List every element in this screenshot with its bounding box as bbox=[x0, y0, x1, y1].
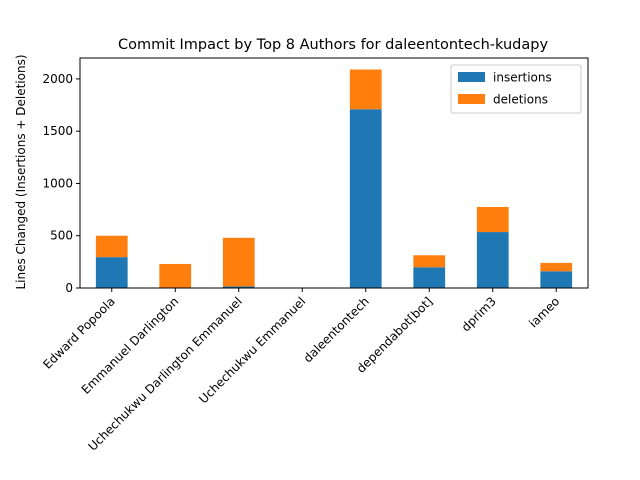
bar-deletions-5 bbox=[413, 255, 446, 268]
legend-label-insertions: insertions bbox=[493, 71, 552, 85]
bar-insertions-5 bbox=[413, 267, 446, 288]
bar-deletions-4 bbox=[349, 69, 382, 110]
x-tick-label: daleentontech bbox=[301, 294, 372, 365]
bar-insertions-0 bbox=[95, 257, 128, 288]
plot-frame bbox=[79, 57, 589, 289]
chart-title: Commit Impact by Top 8 Authors for dalee… bbox=[118, 37, 548, 53]
y-tick-label: 1000 bbox=[42, 176, 73, 190]
legend-swatch-deletions bbox=[458, 94, 485, 104]
bar-deletions-2 bbox=[222, 237, 255, 287]
legend-swatch-insertions bbox=[458, 72, 485, 82]
bars-group bbox=[95, 69, 573, 289]
bar-insertions-2 bbox=[222, 286, 255, 288]
x-tick-label: Uchechukwu Emmanuel bbox=[196, 294, 308, 406]
legend: insertions deletions bbox=[450, 64, 582, 114]
bar-insertions-6 bbox=[476, 232, 509, 288]
y-tick-label: 2000 bbox=[42, 72, 73, 86]
bar-deletions-0 bbox=[95, 235, 128, 258]
bar-insertions-7 bbox=[540, 271, 573, 288]
bar-insertions-4 bbox=[349, 109, 382, 289]
y-tick-label: 1500 bbox=[42, 124, 73, 138]
y-axis: 0 500 1000 1500 2000 bbox=[42, 72, 80, 295]
y-tick-label: 0 bbox=[65, 281, 73, 295]
bar-deletions-6 bbox=[476, 206, 509, 233]
y-tick-label: 500 bbox=[50, 229, 73, 243]
y-axis-title: Lines Changed (Insertions + Deletions) bbox=[14, 54, 28, 289]
bar-deletions-1 bbox=[159, 263, 192, 288]
legend-label-deletions: deletions bbox=[493, 93, 548, 107]
bar-deletions-7 bbox=[540, 262, 573, 272]
x-tick-label: iameo bbox=[526, 294, 562, 330]
x-tick-label: dprim3 bbox=[459, 294, 499, 334]
